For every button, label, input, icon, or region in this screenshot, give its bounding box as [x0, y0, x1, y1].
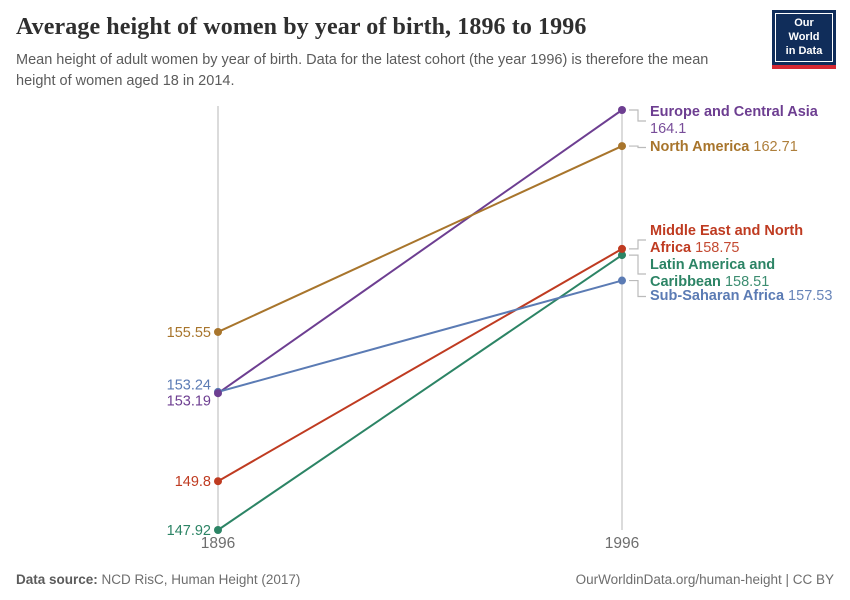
label-connector-1 [629, 145, 646, 149]
series-end-label-4: Sub-Saharan Africa 157.53 [650, 288, 850, 305]
label-connector-2 [629, 239, 646, 250]
label-connector-3 [629, 254, 646, 275]
owid-logo-line1: Our World [788, 17, 820, 43]
series-start-value-1: 155.55 [167, 325, 211, 341]
x-tick-label-1996: 1996 [605, 535, 639, 552]
series-dot-end-1[interactable] [618, 142, 626, 151]
series-dot-end-0[interactable] [618, 106, 626, 114]
series-line-2[interactable] [217, 248, 623, 483]
series-dot-start-2[interactable] [214, 477, 222, 486]
x-tick-label-1896: 1896 [201, 535, 235, 552]
series-start-value-4: 153.24 [167, 378, 211, 394]
series-dot-start-0[interactable] [214, 389, 222, 398]
series-name: Middle East and North Africa [650, 223, 804, 256]
series-line-1[interactable] [217, 145, 623, 333]
series-end-label-0: Europe and Central Asia 164.1 [650, 104, 835, 138]
data-source-label: Data source: [16, 572, 98, 587]
series-end-value: 158.75 [691, 240, 740, 256]
series-end-value: 157.53 [784, 288, 833, 304]
series-start-value-2: 149.8 [175, 474, 211, 490]
label-connector-4 [629, 279, 646, 298]
owid-logo-box: Our World in Data [772, 10, 836, 66]
series-end-label-2: Middle East and North Africa 158.75 [650, 223, 845, 257]
chart-header: Average height of women by year of birth… [16, 14, 834, 91]
series-end-value: 162.71 [749, 139, 798, 155]
series-start-value-0: 153.19 [167, 394, 211, 410]
series-dot-end-2[interactable] [618, 244, 626, 253]
series-line-0[interactable] [217, 109, 623, 395]
owid-logo-red-stripe [772, 65, 836, 70]
series-dot-start-1[interactable] [214, 327, 222, 336]
series-dot-end-4[interactable] [618, 276, 626, 285]
series-start-value-3: 147.92 [167, 523, 211, 539]
data-source-value: NCD RisC, Human Height (2017) [101, 572, 301, 587]
series-line-4[interactable] [217, 279, 623, 393]
series-dot-end-3[interactable] [618, 251, 626, 260]
series-dot-start-3[interactable] [214, 526, 222, 534]
label-connector-0 [629, 109, 646, 122]
series-name: Latin America and Caribbean [650, 257, 776, 290]
chart-footer: Data source: NCD RisC, Human Height (201… [16, 572, 834, 587]
series-end-label-1: North America 162.71 [650, 139, 850, 156]
owid-logo[interactable]: Our World in Data [772, 10, 836, 70]
series-end-value: 164.1 [650, 121, 687, 137]
series-name: Europe and Central Asia [650, 104, 818, 120]
credit-link[interactable]: OurWorldinData.org/human-height | CC BY [575, 572, 834, 587]
series-end-label-3: Latin America and Caribbean 158.51 [650, 257, 818, 291]
series-end-value: 158.51 [720, 274, 770, 290]
page-subtitle: Mean height of adult women by year of bi… [16, 52, 709, 89]
data-source: Data source: NCD RisC, Human Height (201… [16, 572, 300, 587]
series-name: North America [650, 139, 750, 155]
series-name: Sub-Saharan Africa [650, 288, 785, 304]
owid-logo-line2: in Data [785, 44, 823, 57]
series-line-3[interactable] [217, 254, 623, 531]
owid-logo-text: Our World in Data [775, 13, 833, 63]
page-title: Average height of women by year of birth… [16, 14, 587, 40]
